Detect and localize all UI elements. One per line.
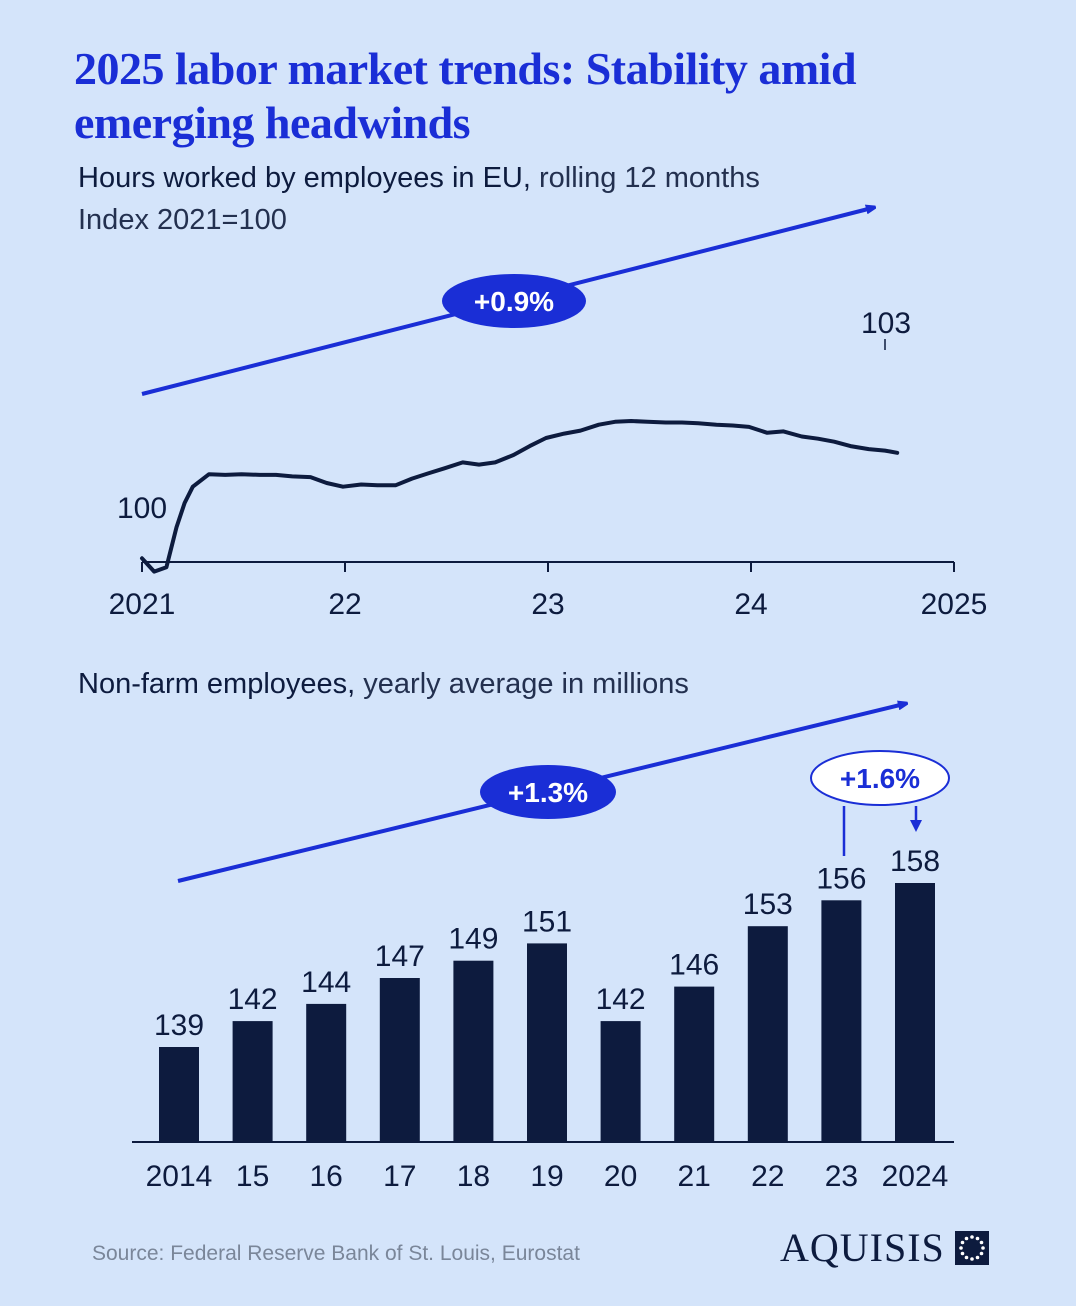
line-chart-x-tick-label: 22 <box>328 588 361 621</box>
bar-value-label: 139 <box>154 1009 204 1042</box>
brand-name: AQUISIS <box>780 1225 945 1270</box>
bar-19 <box>527 943 567 1142</box>
bar-chart-change-label: +1.6% <box>840 763 920 794</box>
bar-chart-title-comma: , <box>347 668 356 700</box>
line-chart-trend-badge <box>442 274 586 328</box>
bar-chart-subtitle: yearly average in millions <box>363 668 689 700</box>
source-note: Source: Federal Reserve Bank of St. Loui… <box>92 1242 580 1265</box>
bar-category-label: 2014 <box>146 1160 213 1193</box>
bar-category-label: 17 <box>383 1160 416 1193</box>
bar-value-label: 158 <box>890 845 940 878</box>
line-chart-x-tick-label: 2021 <box>109 588 176 621</box>
line-chart-title-comma: , <box>522 162 531 194</box>
line-chart-series-line <box>140 419 900 574</box>
bar-chart-title: Non-farm employees <box>78 668 348 700</box>
bar-22 <box>747 926 788 1142</box>
bar-value-label: 149 <box>448 923 498 956</box>
bar-value-label: 142 <box>596 983 646 1016</box>
bar-chart-trend-badge <box>480 765 616 819</box>
bar-2024 <box>895 883 935 1142</box>
bar-category-label: 19 <box>530 1160 563 1193</box>
bar-category-label: 22 <box>751 1160 784 1193</box>
bar-category-label: 23 <box>825 1160 858 1193</box>
bar-value-label: 146 <box>669 949 719 982</box>
line-chart-x-tick-label: 23 <box>531 588 564 621</box>
bar-value-label: 144 <box>301 966 351 999</box>
line-chart-heading: Hours worked by employees in EU, rolling… <box>78 162 760 195</box>
line-chart-end-label: 103 <box>861 307 911 340</box>
bar-category-label: 16 <box>310 1160 343 1193</box>
line-chart-x-tick-label: 2025 <box>921 588 988 621</box>
bar-21 <box>674 986 715 1142</box>
bar-value-label: 153 <box>743 888 793 921</box>
line-chart-title: Hours worked by employees in EU <box>78 162 523 194</box>
bar-16 <box>306 1003 347 1142</box>
bar-value-label: 142 <box>228 983 278 1016</box>
eu-stars-icon <box>954 1230 989 1265</box>
bar-category-label: 20 <box>604 1160 637 1193</box>
bar-category-label: 21 <box>678 1160 711 1193</box>
page-title: 2025 labor market trends: Stability amid… <box>74 43 857 148</box>
bar-value-label: 151 <box>522 905 572 938</box>
bar-category-label: 18 <box>457 1160 490 1193</box>
bar-chart-heading: Non-farm employees, yearly average in mi… <box>78 668 689 701</box>
bar-2014 <box>159 1047 199 1142</box>
bar-value-label: 147 <box>375 940 425 973</box>
line-chart-unit-label: Index 2021=100 <box>78 204 287 236</box>
bar-23 <box>821 900 862 1142</box>
bar-15 <box>232 1021 273 1142</box>
line-chart-x-tick-label: 24 <box>734 588 767 621</box>
line-chart-subtitle: rolling 12 months <box>538 162 760 194</box>
bar-17 <box>379 978 420 1142</box>
bar-20 <box>600 1021 641 1142</box>
bar-chart-trend-label: +1.3% <box>508 777 588 808</box>
line-chart-trend-label: +0.9% <box>474 286 554 317</box>
bar-value-label: 156 <box>816 862 866 895</box>
bar-category-label: 15 <box>236 1160 269 1193</box>
brand-logo: AQUISIS <box>780 1224 989 1271</box>
bar-category-label: 2024 <box>882 1160 949 1193</box>
bar-chart-change-badge <box>810 750 950 806</box>
line-chart-start-label: 100 <box>117 492 167 525</box>
bar-18 <box>453 960 494 1142</box>
